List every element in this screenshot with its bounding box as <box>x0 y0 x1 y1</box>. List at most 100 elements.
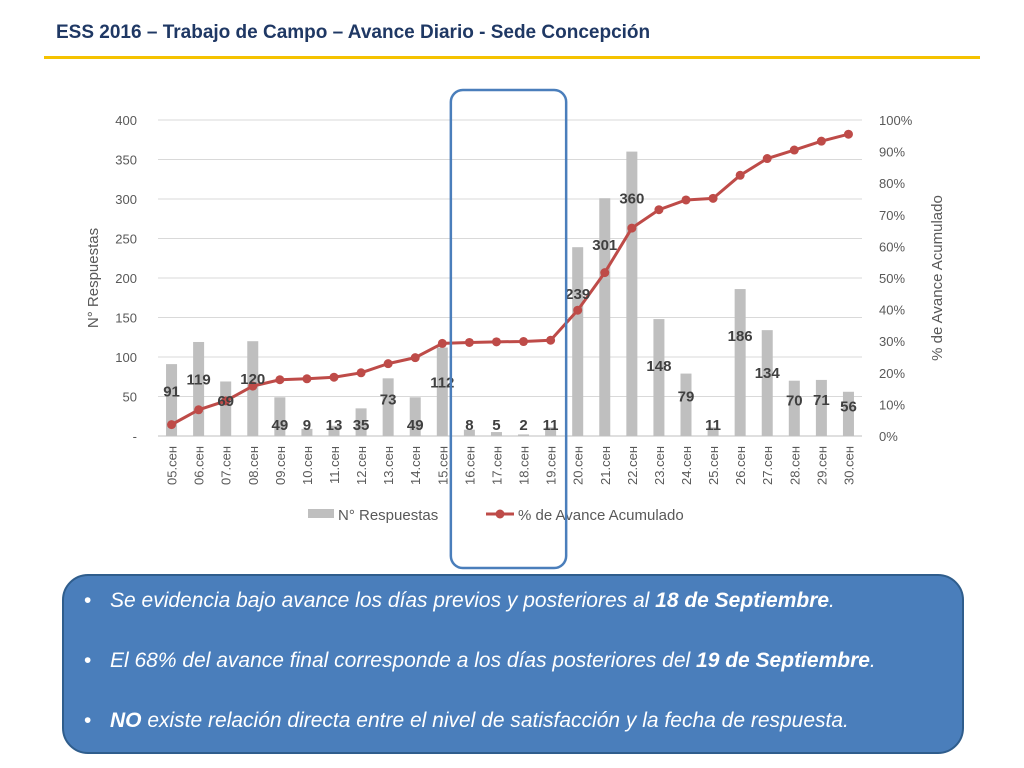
x-tick-label: 10.сен <box>300 446 315 485</box>
bar-data-label: 35 <box>353 417 370 434</box>
note-text: Se evidencia bajo avance los días previo… <box>110 589 656 612</box>
line-point <box>329 372 339 382</box>
line-point <box>410 353 420 363</box>
bar <box>815 379 827 436</box>
bar-data-label: 360 <box>619 191 644 208</box>
x-tick-label: 18.сен <box>517 446 532 485</box>
y-tick-label: 350 <box>115 153 137 168</box>
line-point <box>491 337 501 347</box>
line-point <box>167 420 177 430</box>
bar <box>490 432 502 436</box>
x-tick-label: 23.сен <box>652 446 667 485</box>
title-underline <box>44 56 980 59</box>
note-text: El 68% del avance final corresponde a lo… <box>110 649 697 672</box>
note-emphasis: NO <box>110 709 142 732</box>
bar-data-label: 56 <box>840 399 857 416</box>
line-point <box>356 368 366 378</box>
bar <box>653 319 665 436</box>
bar <box>463 429 475 436</box>
line-point <box>437 338 447 348</box>
line-point <box>735 170 745 180</box>
line-point <box>681 195 691 205</box>
x-tick-label: 15.сен <box>435 446 450 485</box>
x-tick-label: 26.сен <box>733 446 748 485</box>
bar-data-label: 71 <box>813 392 830 409</box>
bar-data-label: 120 <box>240 371 265 388</box>
note-item: • NO existe relación directa entre el niv… <box>84 706 962 735</box>
bar <box>166 364 178 436</box>
x-tick-label: 22.сен <box>625 446 640 485</box>
y2-tick-label: 40% <box>879 303 905 318</box>
line-point <box>248 381 258 391</box>
bar-data-label: 69 <box>217 393 234 410</box>
x-tick-label: 05.сен <box>165 446 180 485</box>
bar <box>355 408 367 436</box>
highlight-overlay <box>449 88 568 570</box>
bar <box>626 151 638 436</box>
note-emphasis: 18 de Septiembre <box>655 589 830 612</box>
notes-list: • Se evidencia bajo avance los días previ… <box>64 576 962 735</box>
x-tick-label: 08.сен <box>246 446 261 485</box>
data-labels: 91 119 69 120 49 9 13 35 73 49 112 8 5 2 11 239 301 360 14… <box>163 191 857 434</box>
bar <box>436 347 448 436</box>
bar-data-label: 70 <box>786 393 803 410</box>
y2-tick-label: 50% <box>879 271 905 286</box>
note-item: • Se evidencia bajo avance los días previ… <box>84 586 962 615</box>
legend-label-bar: N° Respuestas <box>338 507 438 524</box>
line-point <box>843 129 853 139</box>
x-tick-label: 14.сен <box>408 446 423 485</box>
x-tick-label: 30.сен <box>841 446 856 485</box>
bar <box>220 381 232 436</box>
bar <box>761 330 773 436</box>
bullet-icon: • <box>84 709 92 732</box>
gridlines <box>158 119 862 437</box>
line-point <box>654 205 664 215</box>
bar-data-label: 73 <box>380 391 397 408</box>
y-tick-label: 100 <box>115 350 137 365</box>
line-point <box>600 268 610 278</box>
bar <box>572 247 584 436</box>
notes-callout: • Se evidencia bajo avance los días previ… <box>62 574 964 754</box>
line-point <box>302 374 312 384</box>
line-path <box>170 132 849 426</box>
line-point <box>519 337 529 347</box>
y2-tick-label: 60% <box>879 239 905 254</box>
y-tick-label: 50 <box>123 390 137 405</box>
y2-tick-label: 10% <box>879 397 905 412</box>
x-tick-label: 25.сен <box>706 446 721 485</box>
line-point <box>464 337 474 347</box>
bar-data-label: 119 <box>187 371 211 388</box>
x-tick-label: 07.сен <box>219 446 234 485</box>
line-point <box>383 359 393 369</box>
y2-tick-label: 80% <box>879 176 905 191</box>
note-text: existe relación directa entre el nivel d… <box>141 709 849 732</box>
y2-tick-label: 70% <box>879 208 905 223</box>
legend-marker-line <box>495 509 505 519</box>
bar <box>193 341 205 436</box>
bar-data-label: 49 <box>272 417 289 434</box>
bar-data-label: 49 <box>407 417 424 434</box>
x-tick-label: 19.сен <box>544 446 559 485</box>
page-title: ESS 2016 – Trabajo de Campo – Avance Dia… <box>56 22 651 43</box>
line-point <box>275 375 285 385</box>
x-tick-label: 16.сен <box>462 446 477 485</box>
x-tick-label: 13.сен <box>381 446 396 485</box>
y-axis-title: N° Respuestas <box>85 228 102 328</box>
axes: -501001502002503003504000%10%20%30%40%50… <box>85 113 946 485</box>
bar-data-label: 13 <box>326 417 343 434</box>
bar <box>842 391 854 436</box>
bar <box>734 289 746 436</box>
highlight-box <box>449 88 568 570</box>
line-point <box>789 145 799 155</box>
bar-data-label: 8 <box>465 417 473 434</box>
y2-axis-title: % de Avance Acumulado <box>929 195 946 361</box>
note-text: . <box>829 589 835 612</box>
line-point <box>546 335 556 345</box>
y-tick-label: 300 <box>115 192 137 207</box>
bar-data-label: 301 <box>592 237 617 254</box>
bar <box>301 428 313 436</box>
bar <box>707 427 719 436</box>
line-point <box>627 223 637 233</box>
bar <box>328 425 340 436</box>
y2-tick-label: 20% <box>879 366 905 381</box>
